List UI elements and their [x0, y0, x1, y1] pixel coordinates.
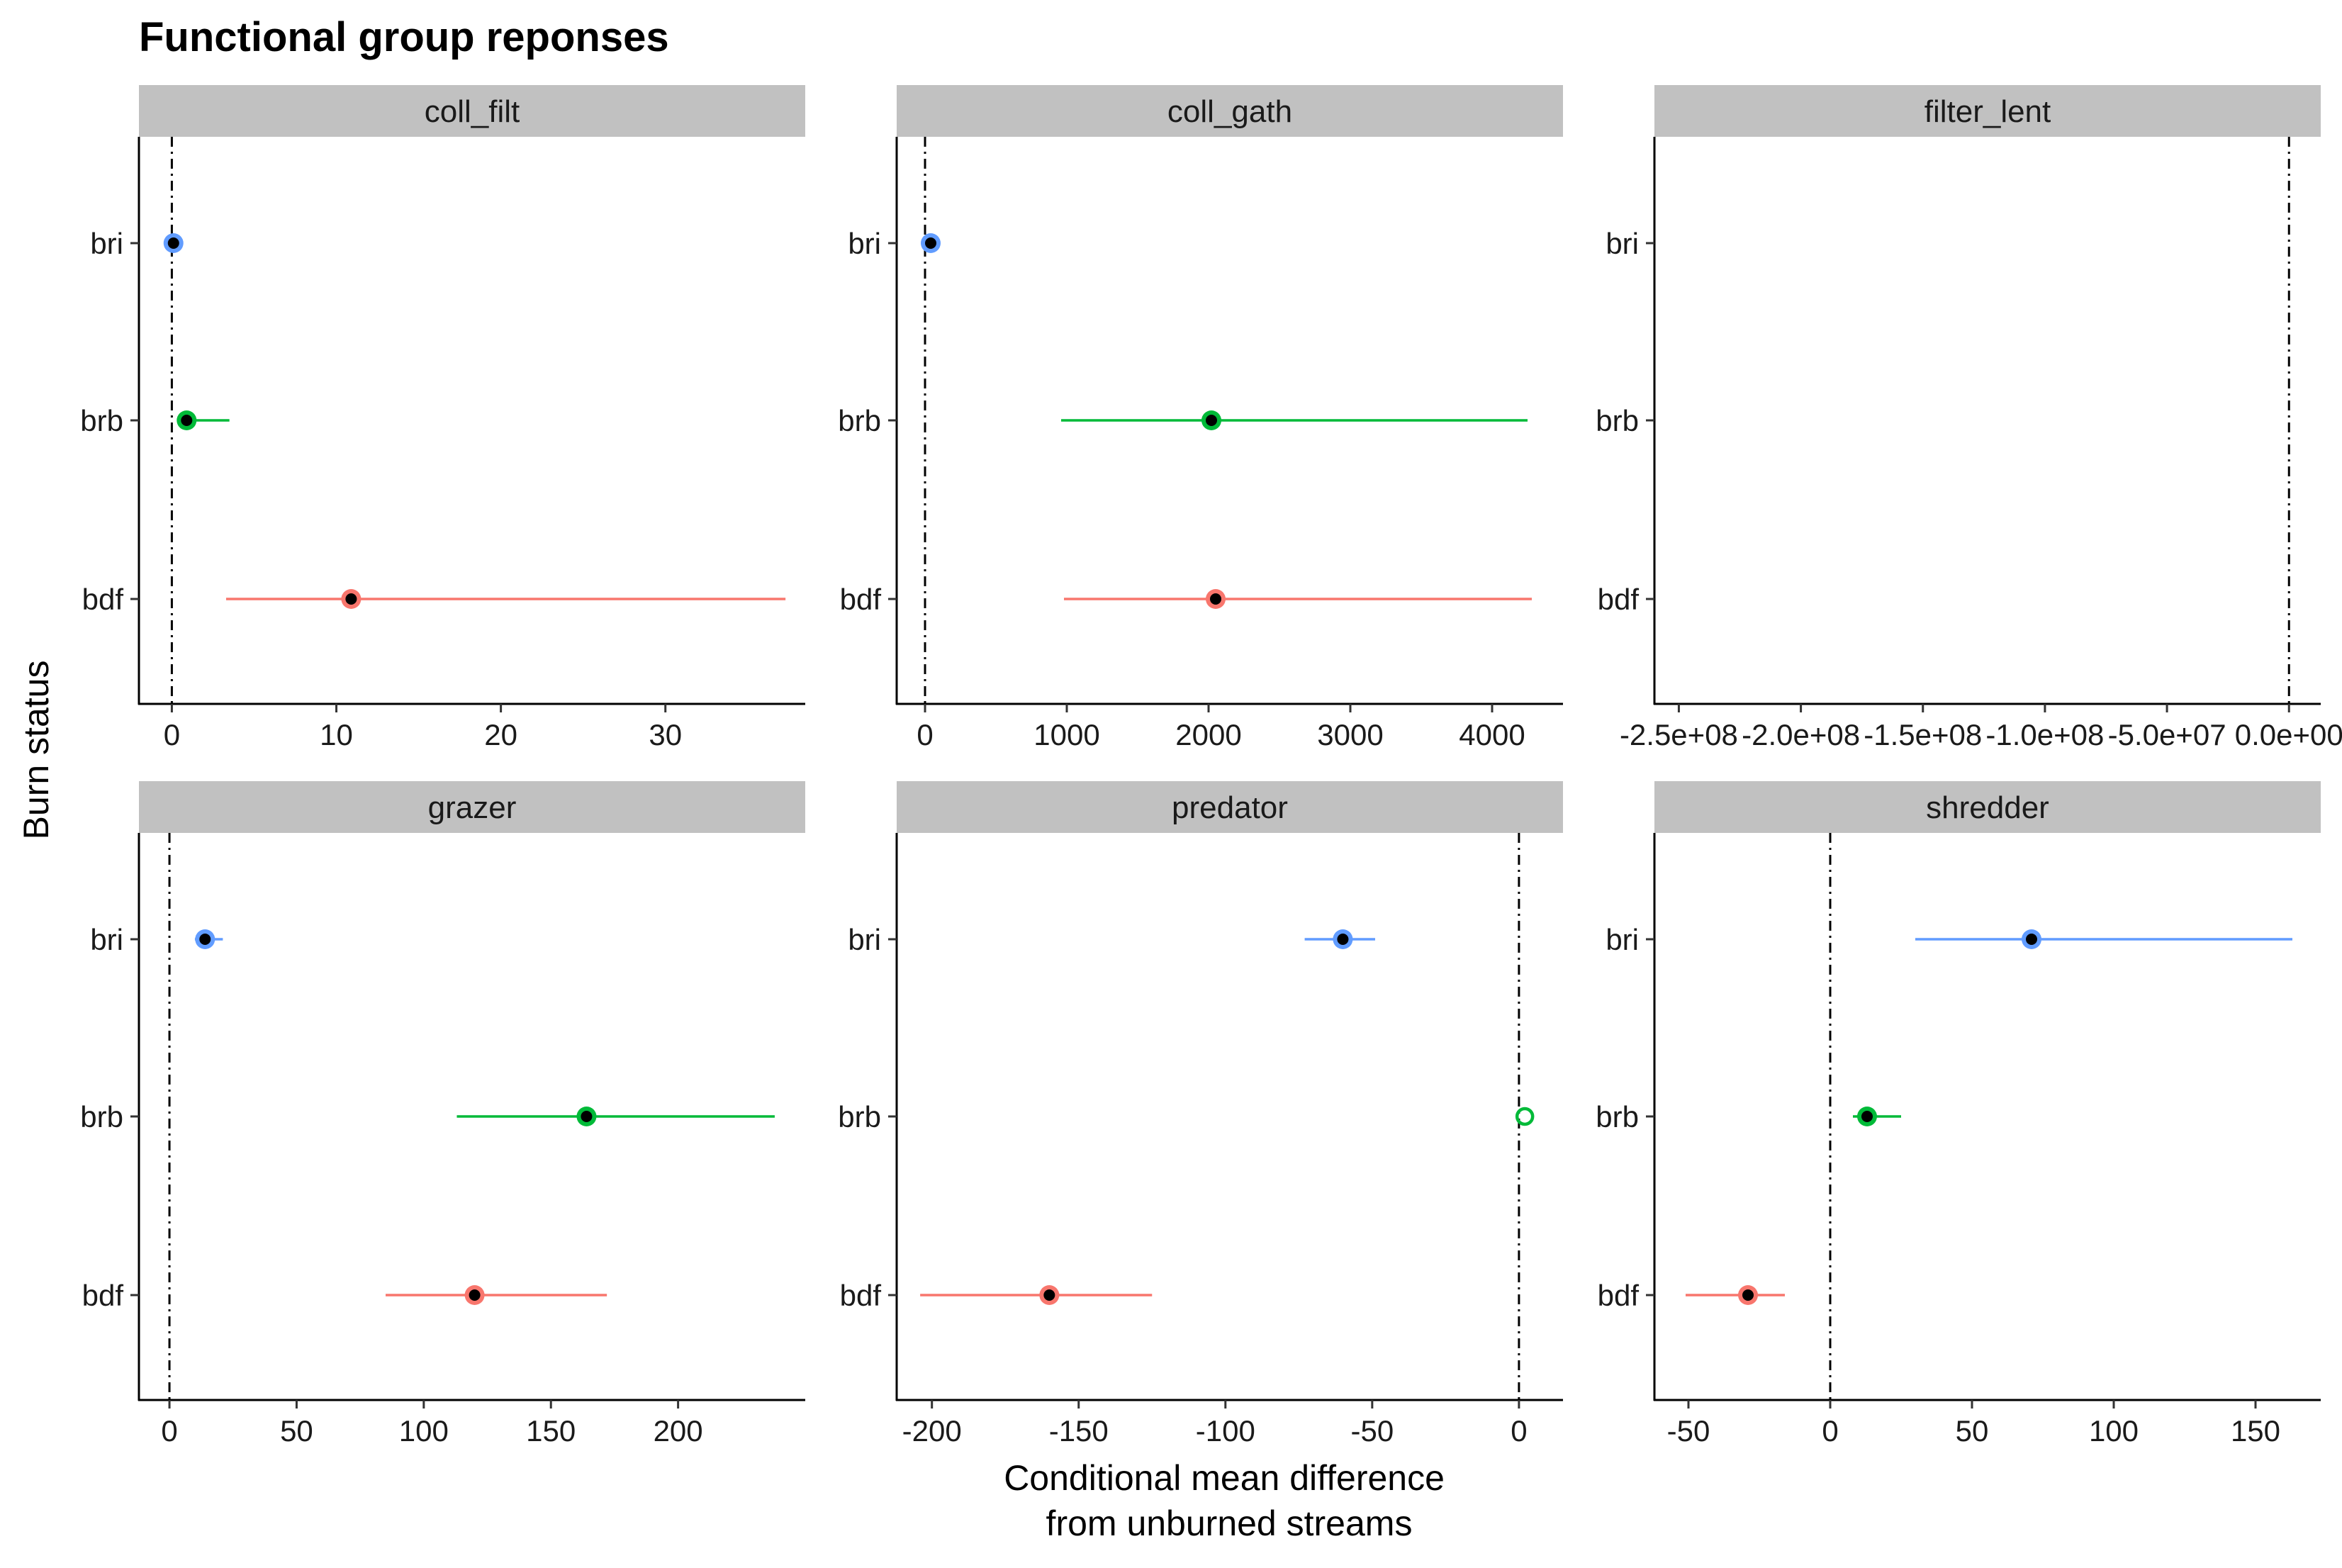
y-tick-label: bdf — [1598, 1279, 1640, 1312]
x-tick-label: -2.0e+08 — [1742, 718, 1860, 751]
panel-strip-label: predator — [1172, 790, 1288, 825]
x-axis-title-line-2: from unburned streams — [1046, 1503, 1413, 1543]
x-tick-label: 2000 — [1175, 718, 1241, 751]
x-tick-label: 0 — [164, 718, 180, 751]
x-tick-label: 0 — [917, 718, 933, 751]
panel-strip — [1654, 781, 2321, 833]
panel-shredder: shredder bri brb bdf -50 0 50 100 150 — [1596, 781, 2321, 1447]
y-tick-label: brb — [1596, 1100, 1639, 1133]
chart-title: Functional group reponses — [139, 14, 669, 60]
point-center-bri — [1337, 934, 1349, 945]
point-center-bdf — [469, 1289, 481, 1301]
x-tick-label: 50 — [1956, 1414, 1989, 1447]
x-tick-label: -150 — [1049, 1414, 1109, 1447]
y-tick-label: bdf — [82, 1279, 124, 1312]
x-tick-label: 50 — [280, 1414, 313, 1447]
x-tick-label: -50 — [1667, 1414, 1710, 1447]
panel-strip — [897, 85, 1563, 137]
point-center-bri — [167, 237, 179, 249]
panel-strip — [1654, 85, 2321, 137]
y-tick-label: bri — [848, 227, 881, 260]
x-tick-label: 100 — [2089, 1414, 2139, 1447]
x-axis-title: Conditional mean difference from unburne… — [1004, 1458, 1455, 1543]
point-marker-brb — [1515, 1107, 1535, 1126]
x-tick-label: 100 — [399, 1414, 449, 1447]
y-tick-label: bdf — [840, 583, 882, 616]
point-center-brb — [1861, 1111, 1873, 1122]
y-tick-label: brb — [80, 404, 123, 437]
point-center-bdf — [1742, 1289, 1754, 1301]
x-tick-label: -2.5e+08 — [1620, 718, 1738, 751]
panel-strip-label: coll_filt — [425, 94, 520, 129]
x-tick-label: 0 — [161, 1414, 177, 1447]
y-tick-label: bdf — [1598, 583, 1640, 616]
point-center-bdf — [1043, 1289, 1055, 1301]
y-tick-label: bri — [90, 923, 123, 956]
panel-strip-label: grazer — [428, 790, 517, 825]
x-tick-label: 0 — [1822, 1414, 1838, 1447]
x-tick-label: 0 — [1511, 1414, 1527, 1447]
point-center-bdf — [345, 593, 357, 605]
x-tick-label: -50 — [1350, 1414, 1394, 1447]
x-tick-label: -1.5e+08 — [1864, 718, 1982, 751]
point-center-bri — [925, 237, 936, 249]
panel-strip-label: filter_lent — [1924, 94, 2051, 129]
x-tick-label: 20 — [484, 718, 517, 751]
panel-strip — [139, 781, 805, 833]
x-tick-label: -100 — [1196, 1414, 1255, 1447]
x-tick-label: 10 — [320, 718, 353, 751]
panel-predator: predator bri brb bdf -200 -150 -100 -50 0 — [838, 781, 1563, 1447]
x-tick-label: -5.0e+07 — [2108, 718, 2226, 751]
y-tick-label: brb — [80, 1100, 123, 1133]
panel-strip — [897, 781, 1563, 833]
x-tick-label: 150 — [526, 1414, 576, 1447]
x-tick-label: -1.0e+08 — [1985, 718, 2104, 751]
y-tick-label: bdf — [840, 1279, 882, 1312]
point-center-brb — [581, 1111, 593, 1122]
panel-strip-label: shredder — [1926, 790, 2049, 825]
point-center-bri — [199, 934, 211, 945]
x-tick-label: 200 — [654, 1414, 703, 1447]
y-tick-label: bdf — [82, 583, 124, 616]
x-tick-label: 0.0e+00 — [2235, 718, 2342, 751]
y-tick-label: bri — [848, 923, 881, 956]
point-center-brb — [181, 415, 193, 426]
point-center-brb — [1206, 415, 1217, 426]
y-axis-title: Burn status — [16, 661, 56, 840]
y-tick-label: brb — [838, 1100, 881, 1133]
panel-grazer: grazer bri brb bdf 0 50 100 150 200 — [80, 781, 805, 1447]
x-axis-title-line-1: Conditional mean difference — [1004, 1458, 1445, 1498]
x-tick-label: -200 — [902, 1414, 962, 1447]
x-tick-label: 3000 — [1317, 718, 1383, 751]
point-center-bri — [2026, 934, 2037, 945]
y-tick-label: brb — [838, 404, 881, 437]
y-tick-label: bri — [90, 227, 123, 260]
x-tick-label: 150 — [2231, 1414, 2280, 1447]
panel-strip-label: coll_gath — [1167, 94, 1292, 129]
point-center-bdf — [1210, 593, 1221, 605]
y-tick-label: bri — [1606, 227, 1639, 260]
y-tick-label: brb — [1596, 404, 1639, 437]
y-tick-label: bri — [1606, 923, 1639, 956]
x-tick-label: 4000 — [1459, 718, 1525, 751]
panel-strip — [139, 85, 805, 137]
x-tick-label: 1000 — [1033, 718, 1099, 751]
x-tick-label: 30 — [649, 718, 682, 751]
